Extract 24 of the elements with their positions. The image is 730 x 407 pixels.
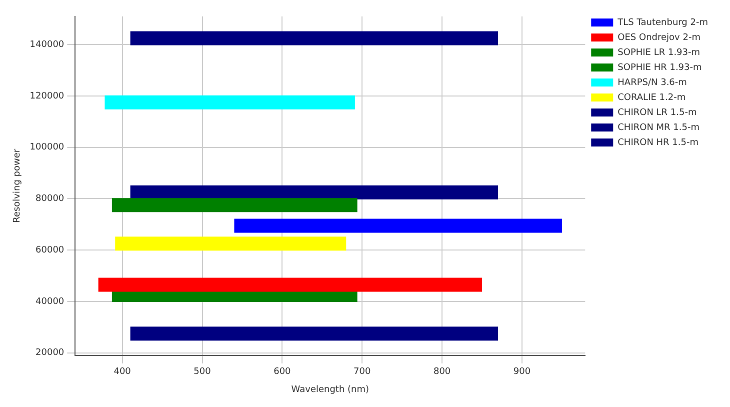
legend-label: CHIRON LR 1.5-m (618, 108, 697, 118)
x-axis-title: Wavelength (nm) (291, 384, 370, 395)
x-tick-label: 800 (433, 367, 451, 378)
legend-label: SOPHIE HR 1.93-m (618, 62, 702, 73)
x-tick-label: 600 (274, 367, 292, 378)
legend-label: CORALIE 1.2-m (618, 92, 686, 103)
x-tick-label: 500 (194, 367, 212, 378)
y-tick-label: 80000 (36, 194, 64, 204)
legend-label: OES Ondrejov 2-m (618, 32, 700, 43)
y-tick-label: 40000 (36, 296, 64, 307)
y-tick-label: 60000 (36, 245, 64, 256)
legend-label: HARPS/N 3.6-m (618, 78, 687, 88)
legend-label: CHIRON HR 1.5-m (618, 138, 699, 148)
x-tick-label: 400 (114, 367, 132, 378)
y-tick-label: 140000 (30, 40, 64, 50)
legend-label: SOPHIE LR 1.93-m (618, 48, 700, 58)
legend-label: CHIRON MR 1.5-m (618, 122, 700, 133)
x-tick-label: 900 (513, 367, 531, 378)
y-tick-label: 100000 (30, 142, 64, 153)
x-tick-label: 700 (354, 367, 371, 378)
y-tick-label: 20000 (36, 348, 64, 358)
legend-label: TLS Tautenburg 2-m (616, 18, 708, 28)
y-axis-title: Resolving power (12, 148, 23, 223)
y-tick-label: 120000 (30, 91, 64, 102)
